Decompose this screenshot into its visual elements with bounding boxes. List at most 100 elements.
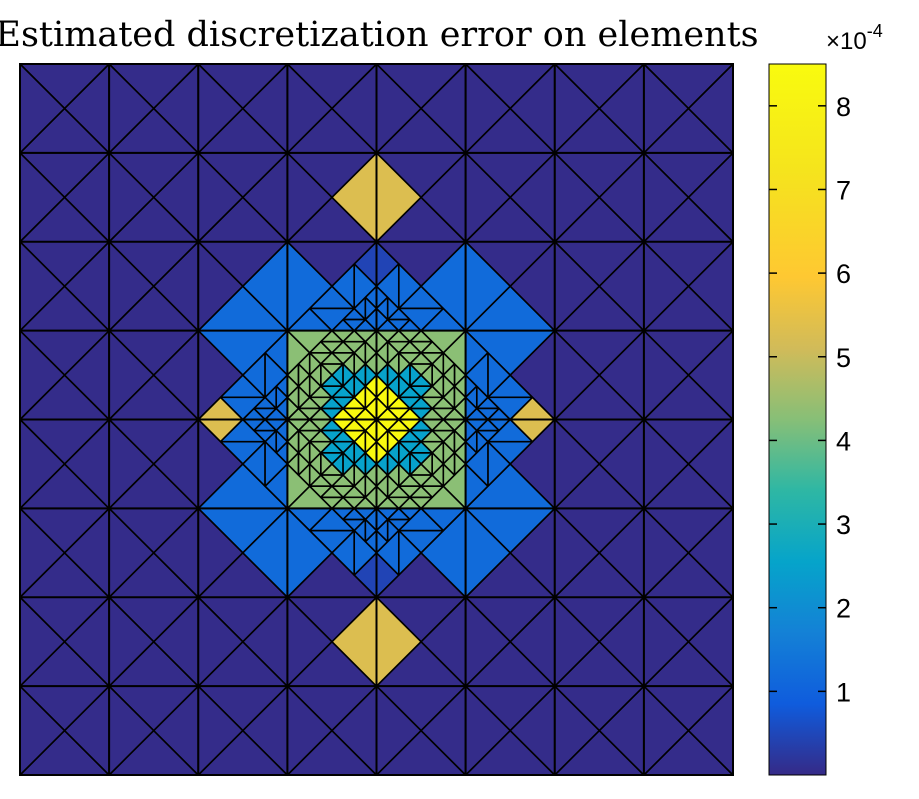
mesh-fills	[19, 63, 734, 776]
mesh-element	[464, 352, 489, 399]
mesh-element	[464, 385, 478, 410]
colorbar-exponent-power: -4	[867, 21, 883, 41]
mesh-element	[253, 418, 278, 432]
mesh-element	[464, 429, 478, 454]
mesh-element	[219, 396, 266, 421]
mesh-element	[375, 529, 400, 576]
mesh-element	[319, 385, 344, 399]
mesh-element	[319, 474, 344, 487]
mesh-element	[364, 340, 378, 365]
colorbar-tick-label: 6	[836, 259, 851, 289]
mesh-element	[219, 418, 266, 443]
mesh-element	[375, 385, 389, 410]
mesh-element	[409, 340, 434, 354]
mesh-element	[397, 507, 445, 532]
mesh-element	[386, 418, 411, 432]
mesh-element	[364, 518, 378, 543]
mesh-element	[342, 418, 367, 432]
mesh-element	[409, 440, 434, 454]
colorbar-exponent: ×10-4	[826, 21, 883, 55]
colorbar-tick-label: 7	[836, 175, 851, 205]
mesh-element	[386, 329, 411, 343]
mesh-element	[442, 452, 456, 476]
mesh-element	[409, 396, 434, 410]
mesh-element	[431, 407, 456, 421]
mesh-element	[431, 363, 445, 387]
colorbar-tick-label: 1	[836, 677, 851, 707]
mesh-element	[319, 485, 344, 499]
mesh-element	[253, 407, 278, 421]
colorbar-ticks: 1 2 3 4 5 6 7 8	[769, 92, 851, 707]
mesh-element	[308, 507, 356, 532]
colorbar-tick-label: 5	[836, 343, 851, 373]
mesh-element	[286, 429, 300, 454]
mesh-element	[275, 429, 289, 454]
mesh-element	[264, 352, 289, 399]
mesh-element	[342, 407, 367, 421]
mesh-element	[375, 263, 400, 310]
colorbar-gradient	[768, 63, 827, 776]
mesh-element	[342, 507, 367, 521]
mesh-element	[308, 363, 322, 387]
mesh-element	[409, 429, 434, 443]
colorbar-tick-label: 2	[836, 594, 851, 624]
mesh-element	[442, 363, 456, 387]
mesh-element	[319, 440, 344, 454]
mesh-element	[353, 452, 367, 476]
mesh-element	[353, 529, 378, 576]
mesh-element	[475, 407, 500, 421]
mesh-element	[353, 363, 367, 387]
mesh-element	[342, 318, 367, 332]
mesh-element	[386, 363, 400, 387]
mesh-element	[364, 429, 378, 454]
plot-border	[19, 63, 734, 776]
mesh-element	[487, 396, 534, 421]
mesh-element	[286, 385, 300, 410]
mesh-element	[364, 296, 378, 321]
mesh-element	[353, 263, 378, 310]
mesh-element	[297, 363, 311, 387]
colorbar: 1 2 3 4 5 6 7 8 ×10-4	[768, 21, 883, 776]
mesh-element	[409, 385, 434, 399]
mesh-element	[375, 429, 389, 454]
mesh-element	[397, 307, 445, 332]
mesh-element	[342, 496, 367, 510]
mesh-element	[375, 518, 389, 543]
mesh-element	[453, 385, 467, 410]
mesh-element	[386, 452, 400, 476]
colorbar-tick-label: 3	[836, 510, 851, 540]
chart-title: Estimated discretization error on elemen…	[0, 15, 759, 55]
mesh-element	[409, 474, 434, 487]
mesh-element	[297, 407, 322, 421]
mesh-element	[375, 296, 389, 321]
mesh-element	[319, 396, 344, 410]
mesh-element	[297, 418, 322, 432]
mesh-element	[319, 352, 344, 365]
mesh-element	[364, 385, 378, 410]
mesh-element	[431, 418, 456, 432]
mesh-element	[386, 407, 411, 421]
mesh-element	[464, 440, 489, 487]
mesh-element	[319, 340, 344, 354]
mesh-element	[364, 474, 378, 499]
mesh-element	[397, 452, 411, 476]
colorbar-tick-label: 8	[836, 92, 851, 122]
mesh-lines	[20, 64, 733, 775]
mesh-element	[297, 452, 311, 476]
colorbar-exponent-base: ×10	[826, 28, 867, 55]
mesh-element	[487, 418, 534, 443]
colorbar-tick-label: 4	[836, 426, 851, 456]
mesh-element	[386, 318, 411, 332]
mesh-element	[308, 452, 322, 476]
mesh-element	[319, 429, 344, 443]
mesh-element	[409, 485, 434, 499]
mesh-element	[397, 363, 411, 387]
mesh-element	[308, 307, 356, 332]
mesh-element	[342, 329, 367, 343]
mesh-element	[409, 352, 434, 365]
mesh-element	[342, 363, 356, 387]
mesh-element	[431, 452, 445, 476]
mesh-element	[386, 496, 411, 510]
mesh-element	[386, 507, 411, 521]
